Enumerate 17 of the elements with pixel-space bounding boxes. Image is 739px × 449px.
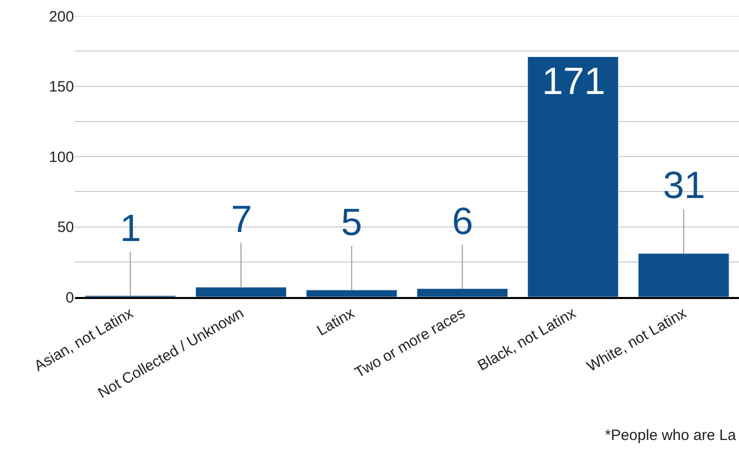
- y-tick-label: 50: [57, 219, 74, 236]
- bar: [306, 290, 398, 297]
- data-label: 5: [341, 202, 362, 244]
- data-label: 6: [452, 201, 474, 243]
- bar: [416, 288, 508, 297]
- bar: [638, 253, 730, 297]
- data-label: 1: [120, 208, 142, 250]
- data-label: 31: [663, 165, 706, 207]
- y-tick-label: 150: [48, 78, 74, 96]
- text: *People who are La: [605, 427, 737, 444]
- y-tick-label: 100: [48, 148, 74, 166]
- y-tick-label: 0: [66, 289, 74, 306]
- bar: [195, 286, 287, 297]
- bar: [527, 56, 619, 297]
- y-tick-label: 200: [48, 8, 74, 26]
- data-label: 171: [542, 61, 606, 103]
- data-label: 7: [231, 199, 252, 241]
